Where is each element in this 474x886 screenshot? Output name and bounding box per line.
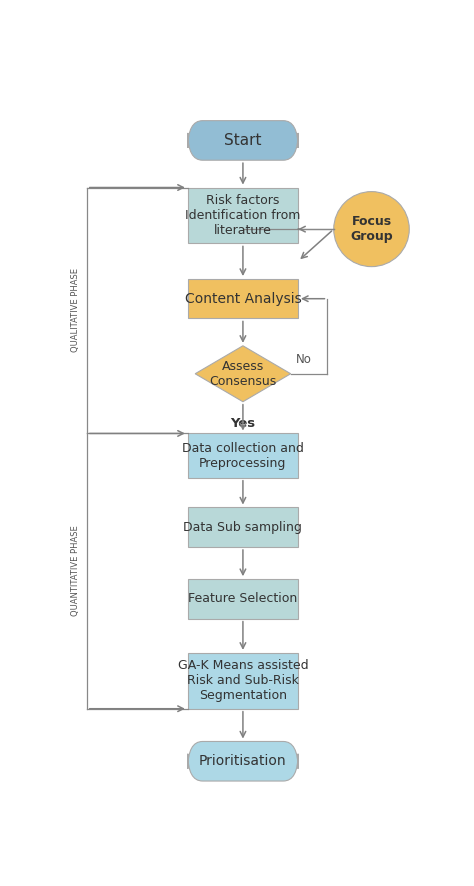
FancyBboxPatch shape bbox=[188, 742, 298, 781]
Text: GA-K Means assisted
Risk and Sub-Risk
Segmentation: GA-K Means assisted Risk and Sub-Risk Se… bbox=[178, 659, 308, 703]
Text: Content Analysis: Content Analysis bbox=[184, 291, 301, 306]
Text: Assess
Consensus: Assess Consensus bbox=[210, 360, 276, 388]
Text: Feature Selection: Feature Selection bbox=[188, 593, 298, 605]
Text: Focus
Group: Focus Group bbox=[350, 215, 393, 243]
Text: Data Sub sampling: Data Sub sampling bbox=[183, 521, 302, 533]
Text: QUALITATIVE PHASE: QUALITATIVE PHASE bbox=[71, 268, 80, 353]
Bar bbox=[188, 579, 298, 618]
Text: Start: Start bbox=[224, 133, 262, 148]
Bar bbox=[188, 508, 298, 547]
Bar bbox=[188, 653, 298, 709]
Bar bbox=[188, 433, 298, 478]
Text: Yes: Yes bbox=[230, 416, 255, 430]
Bar bbox=[188, 188, 298, 244]
Polygon shape bbox=[195, 346, 291, 401]
Text: QUANTITATIVE PHASE: QUANTITATIVE PHASE bbox=[71, 525, 80, 617]
Text: Data collection and
Preprocessing: Data collection and Preprocessing bbox=[182, 441, 304, 470]
Text: No: No bbox=[296, 353, 312, 366]
FancyBboxPatch shape bbox=[188, 120, 298, 160]
Bar bbox=[188, 279, 298, 318]
Text: Prioritisation: Prioritisation bbox=[199, 754, 287, 768]
Ellipse shape bbox=[334, 191, 409, 267]
Text: Risk factors
Identification from
literature: Risk factors Identification from literat… bbox=[185, 194, 301, 237]
